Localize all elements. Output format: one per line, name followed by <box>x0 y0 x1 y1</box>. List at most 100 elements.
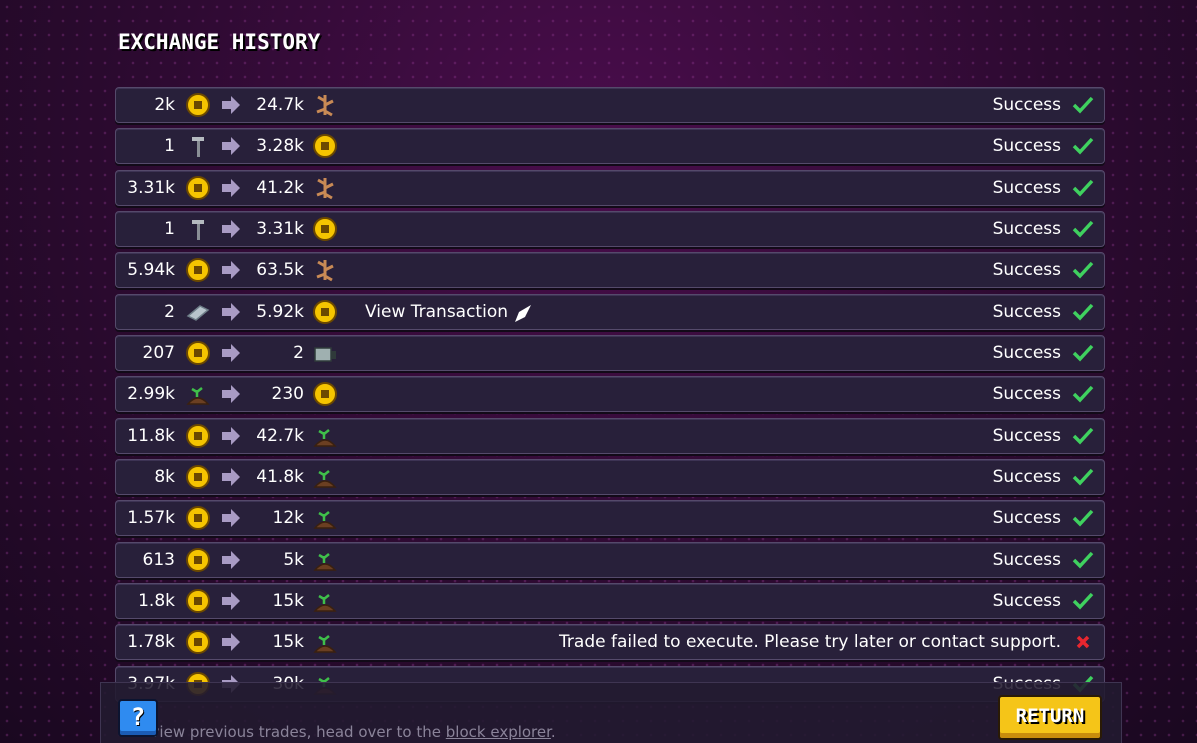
tool-shaft <box>197 140 200 158</box>
coin-mark <box>194 266 202 275</box>
icon-send <box>515 304 531 322</box>
arrow <box>222 633 240 652</box>
arrow <box>222 343 240 362</box>
footer-text: To view previous trades, head over to th… <box>130 723 441 741</box>
icon-coin <box>186 506 210 531</box>
soil <box>313 480 337 488</box>
arrow <box>222 591 240 610</box>
coin-mark <box>321 142 329 151</box>
sprout <box>318 511 330 522</box>
root <box>316 260 334 282</box>
from-amount: 5.94k <box>127 260 175 281</box>
icon-arrow <box>222 343 240 362</box>
icon-soil <box>186 387 210 406</box>
return-button[interactable]: RETURN <box>998 695 1102 740</box>
icon-arrow <box>222 302 240 321</box>
history-row: 2k 24.7k Success <box>115 87 1105 123</box>
check <box>1072 551 1094 569</box>
camera-lens <box>331 350 336 359</box>
status: Success <box>992 301 1061 322</box>
history-row: 1 3.28k Success <box>115 128 1105 165</box>
coin-mark <box>194 101 202 109</box>
arrow <box>222 302 240 321</box>
status: Success <box>992 218 1061 239</box>
arrow <box>222 261 240 280</box>
history-row: 3.31k 41.2k Success <box>115 169 1105 206</box>
icon-ok <box>1072 179 1094 197</box>
arrow <box>222 550 240 569</box>
arrow <box>222 96 240 114</box>
icon-arrow <box>222 633 240 652</box>
icon-ok <box>1072 427 1094 445</box>
tool-head <box>192 219 204 224</box>
from-amount: 1.57k <box>127 508 175 529</box>
send-icon <box>515 304 531 322</box>
icon-arrow <box>222 426 240 445</box>
check <box>1072 510 1094 527</box>
from-amount: 2.99k <box>127 384 175 405</box>
explorer-link[interactable]: block explorer <box>445 723 551 741</box>
sprout <box>318 469 330 480</box>
icon-ok <box>1072 386 1094 403</box>
coin-mark <box>321 390 329 399</box>
to-amount: 24.7k <box>256 95 304 115</box>
history-row: 1.8k 15k Success <box>115 582 1105 619</box>
icon-camera <box>314 347 336 362</box>
icon-soil <box>313 552 337 571</box>
sprout <box>191 387 203 398</box>
check <box>1072 262 1094 279</box>
from-amount: 2 <box>164 301 175 322</box>
icon-tool <box>192 137 204 158</box>
sprout <box>318 428 330 439</box>
coin-mark <box>321 224 329 233</box>
icon-ok <box>1072 468 1094 486</box>
check <box>1072 303 1094 321</box>
arrow <box>222 467 240 486</box>
view-transaction[interactable]: View Transaction <box>365 301 508 322</box>
history-row: 1.57k 12k Success <box>115 500 1105 537</box>
coin-mark <box>194 472 202 481</box>
from-amount: 1 <box>164 136 175 157</box>
sprout <box>318 593 330 604</box>
history-row: 1.78k 15k Trade failed to execute. Please … <box>115 624 1105 661</box>
help-button[interactable]: ? <box>118 699 158 737</box>
status: Success <box>992 425 1061 446</box>
icon-coin <box>313 216 337 241</box>
from-amount: 1.8k <box>138 590 175 611</box>
status: Success <box>992 260 1061 281</box>
coin-mark <box>194 348 202 357</box>
to-amount: 41.8k <box>256 466 304 487</box>
status: Success <box>992 384 1061 405</box>
status: Success <box>992 95 1061 115</box>
coin-mark <box>194 555 202 564</box>
arrow <box>222 219 240 238</box>
history-row: 613 5k Success <box>115 541 1105 578</box>
icon-ok <box>1072 510 1094 527</box>
status: Trade failed to execute. Please try late… <box>559 632 1061 653</box>
history-row: 5.94k 63.5k Success <box>115 252 1105 289</box>
icon-coin <box>186 547 210 572</box>
soil <box>313 521 337 530</box>
icon-coin <box>186 340 210 365</box>
to-amount: 2 <box>293 342 304 363</box>
check <box>1072 592 1094 610</box>
to-amount: 5k <box>283 549 304 570</box>
soil <box>313 438 337 447</box>
icon-coin <box>186 588 210 613</box>
title: EXCHANGE HISTORY <box>118 30 321 54</box>
check <box>1072 138 1094 155</box>
from-amount: 1.78k <box>127 632 175 653</box>
soil <box>313 604 337 612</box>
icon-ok <box>1072 138 1094 155</box>
icon-arrow <box>222 467 240 486</box>
from-amount: 8k <box>154 466 175 487</box>
cross <box>1076 636 1090 649</box>
soil <box>313 562 337 571</box>
icon-coin <box>186 464 210 489</box>
icon-arrow <box>222 261 240 280</box>
icon-ok <box>1072 220 1094 238</box>
root <box>316 95 334 117</box>
icon-coin <box>186 423 210 448</box>
arrow <box>222 137 240 156</box>
status: Success <box>992 549 1061 570</box>
